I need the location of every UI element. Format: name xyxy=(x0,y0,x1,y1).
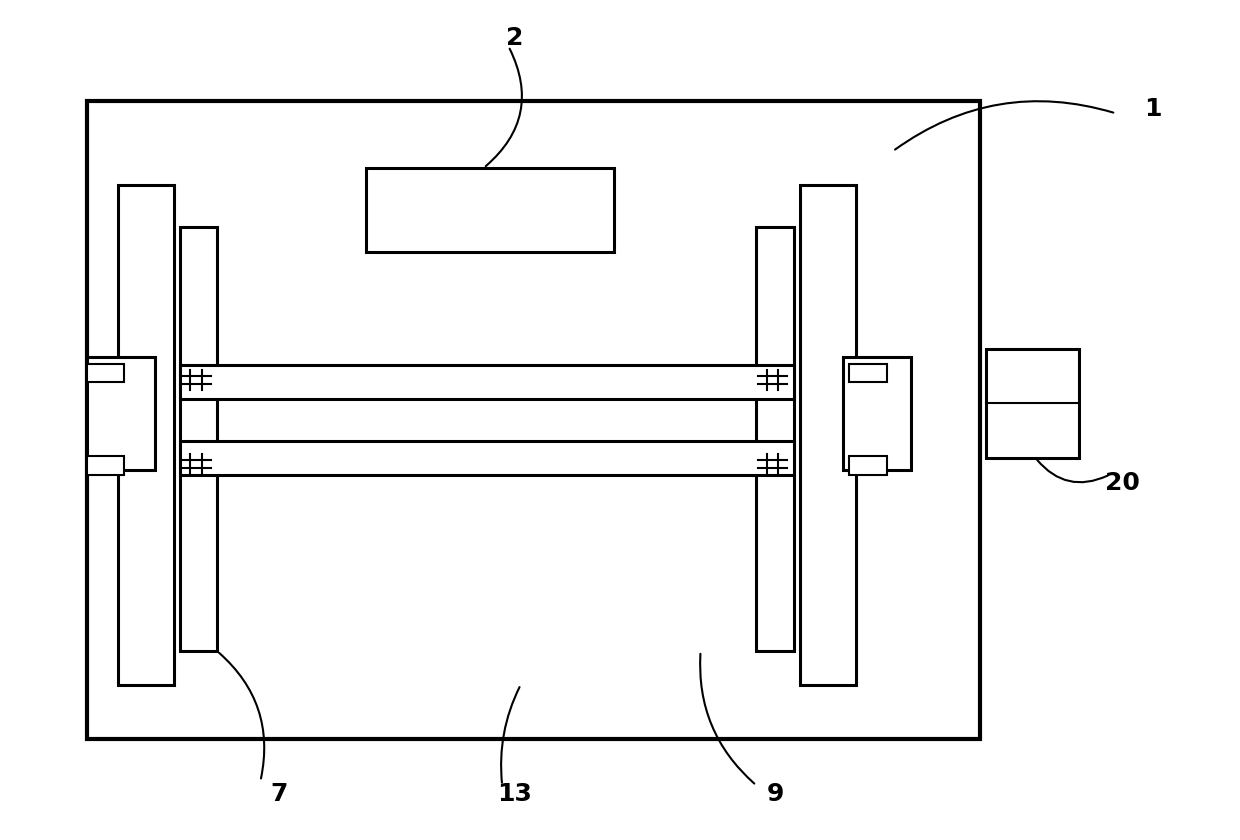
Text: 13: 13 xyxy=(497,782,532,806)
Bar xyxy=(87,101,980,739)
Text: 2: 2 xyxy=(506,26,523,50)
Bar xyxy=(87,364,124,382)
Bar xyxy=(756,227,794,651)
Bar xyxy=(800,185,856,685)
Bar xyxy=(986,349,1079,458)
Bar xyxy=(366,168,614,252)
Bar xyxy=(87,357,155,470)
Text: 7: 7 xyxy=(270,782,288,806)
Bar xyxy=(843,357,911,470)
Text: 9: 9 xyxy=(766,782,784,806)
Bar xyxy=(180,365,794,399)
Bar xyxy=(87,456,124,475)
Text: 1: 1 xyxy=(1145,97,1162,121)
Bar xyxy=(180,227,217,651)
Bar xyxy=(849,456,887,475)
Bar xyxy=(180,441,794,475)
Text: 20: 20 xyxy=(1105,471,1140,495)
Bar xyxy=(118,185,174,685)
Bar xyxy=(849,364,887,382)
